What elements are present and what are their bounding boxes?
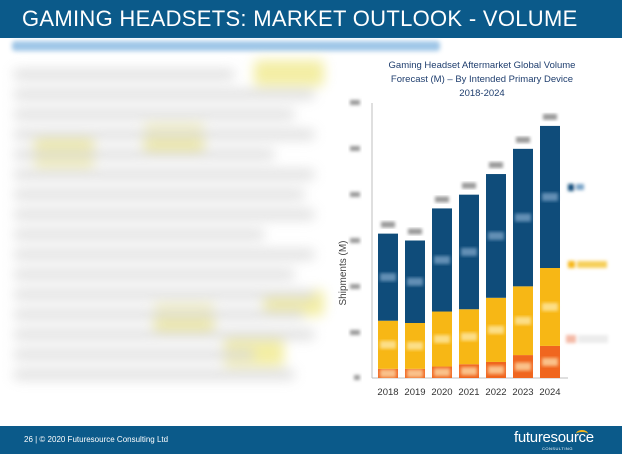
blurred-line <box>14 310 304 319</box>
chart-title-line-1: Gaming Headset Aftermarket Global Volume <box>389 60 576 71</box>
blurred-line <box>14 250 314 259</box>
logo-wordmark: futuresource <box>514 429 594 446</box>
title-bar: GAMING HEADSETS: MARKET OUTLOOK - VOLUME <box>0 0 622 38</box>
blurred-y-tick <box>350 330 360 335</box>
blurred-data-label <box>380 369 396 378</box>
futuresource-logo: futuresource CONSULTING <box>514 429 600 451</box>
blurred-line <box>14 130 314 139</box>
x-tick-label: 2024 <box>539 387 560 398</box>
legend-swatch-middle <box>568 261 575 268</box>
legend-text-bottom <box>578 335 608 343</box>
blurred-data-label <box>407 369 423 378</box>
shipments-chart: Gaming Headset Aftermarket Global Volume… <box>338 60 608 398</box>
blurred-data-label <box>488 231 504 240</box>
blurred-line <box>14 90 314 99</box>
blurred-total-label <box>462 182 476 189</box>
blurred-line <box>14 170 314 179</box>
blurred-total-label <box>543 113 557 120</box>
chart-title-line-2: Forecast (M) – By Intended Primary Devic… <box>391 74 573 85</box>
blurred-legend <box>566 184 608 343</box>
blurred-data-label <box>542 302 558 311</box>
blurred-data-label <box>542 192 558 201</box>
x-tick-labels: 2018 2019 2020 2021 2022 2023 2024 <box>377 387 560 398</box>
blurred-data-label <box>461 332 477 341</box>
blurred-data-label <box>461 367 477 376</box>
blurred-data-label <box>542 357 558 366</box>
blurred-data-label <box>515 362 531 371</box>
blurred-y-tick <box>350 146 360 151</box>
blurred-total-label <box>408 228 422 235</box>
blurred-y-tick <box>354 375 360 380</box>
blurred-y-tick <box>350 238 360 243</box>
blurred-y-tick <box>350 192 360 197</box>
blurred-line <box>14 190 304 199</box>
blurred-total-label <box>489 162 503 169</box>
blurred-line <box>14 230 264 239</box>
blurred-line <box>14 330 314 339</box>
blurred-data-label <box>434 335 450 344</box>
slide-title: GAMING HEADSETS: MARKET OUTLOOK - VOLUME <box>22 6 578 31</box>
blurred-data-label <box>488 365 504 374</box>
chart-title-line-3: 2018-2024 <box>459 88 504 99</box>
logo-swoosh-icon <box>576 430 588 438</box>
blurred-data-label <box>434 255 450 264</box>
footer-copyright: 26 | © 2020 Futuresource Consulting Ltd <box>24 435 169 444</box>
blurred-line <box>14 290 314 299</box>
x-tick-label: 2019 <box>404 387 425 398</box>
blurred-total-label <box>381 221 395 228</box>
blurred-subtitle <box>12 41 440 51</box>
footer-bar: 26 | © 2020 Futuresource Consulting Ltd … <box>0 426 622 454</box>
blurred-data-label <box>488 325 504 334</box>
y-axis-label: Shipments (M) <box>338 240 349 305</box>
blurred-data-label <box>461 247 477 256</box>
x-tick-label: 2021 <box>458 387 479 398</box>
legend-text-middle <box>577 261 607 268</box>
blurred-line <box>14 70 234 79</box>
legend-swatch-bottom <box>566 335 576 343</box>
bars-layer <box>378 113 560 378</box>
x-tick-label: 2023 <box>512 387 533 398</box>
blurred-data-label <box>380 340 396 349</box>
blurred-highlight <box>254 60 324 86</box>
blurred-line <box>14 370 294 379</box>
legend-text-top <box>576 184 584 190</box>
x-tick-label: 2020 <box>431 387 452 398</box>
logo-subtext: CONSULTING <box>542 446 573 451</box>
blurred-line <box>14 210 314 219</box>
blurred-line <box>14 350 254 359</box>
blurred-data-label <box>434 368 450 377</box>
x-tick-label: 2018 <box>377 387 398 398</box>
blurred-data-label <box>515 213 531 222</box>
blurred-body-text <box>14 60 334 380</box>
blurred-y-tick <box>350 100 360 105</box>
x-tick-label: 2022 <box>485 387 506 398</box>
blurred-total-label <box>435 196 449 203</box>
blurred-y-tick <box>350 284 360 289</box>
blurred-data-label <box>380 273 396 282</box>
blurred-y-ticks <box>350 100 360 380</box>
blurred-line <box>14 150 274 159</box>
blurred-line <box>14 270 294 279</box>
blurred-data-label <box>407 341 423 350</box>
blurred-line <box>14 110 294 119</box>
blurred-data-label <box>407 277 423 286</box>
blurred-total-label <box>516 136 530 143</box>
blurred-data-label <box>515 316 531 325</box>
legend-swatch-top <box>568 184 574 191</box>
